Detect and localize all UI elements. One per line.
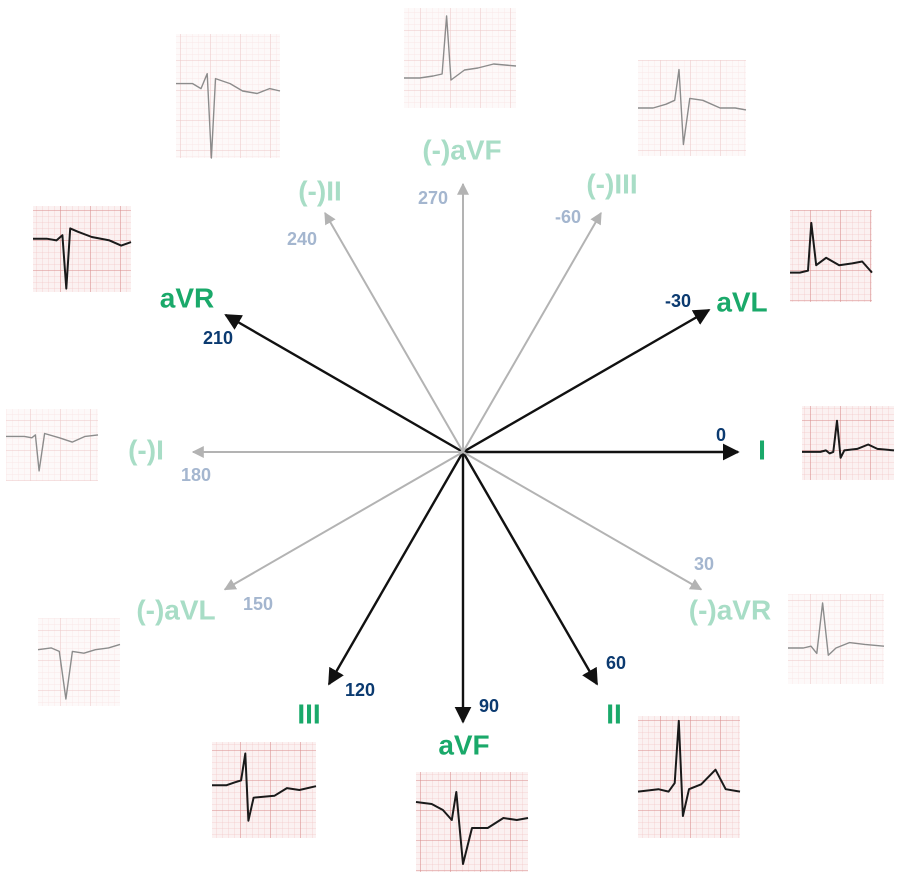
ecg-strip-aVF (415, 772, 529, 872)
ecg-grid (33, 206, 131, 292)
ecg-grid (638, 716, 740, 838)
lead-labels: I 0 II 60 III 120 aVF 90 aVL -30 aVR 210 (-)I 180 (-)I… (128, 134, 771, 760)
degree-label-neg-aVF: 270 (418, 188, 448, 208)
lead-name-III: III (297, 698, 320, 729)
ecg-grid (416, 772, 528, 872)
degree-label-neg-aVR: 30 (694, 554, 714, 574)
ecg-strip-neg-II (176, 34, 281, 159)
ecg-trace (33, 227, 132, 290)
ecg-trace (637, 719, 741, 817)
axis-arrow-neg-III (462, 211, 602, 453)
ecg-strip-II (637, 716, 741, 838)
lead-name-neg-aVR: (-)aVR (689, 594, 771, 625)
degree-label-III: 120 (345, 680, 375, 700)
axis-arrow-II (461, 451, 599, 686)
lead-name-aVL: aVL (716, 286, 767, 317)
ecg-strip-neg-aVL (37, 618, 121, 706)
lead-name-aVR: aVR (160, 282, 214, 313)
ecg-trace (415, 791, 529, 865)
ecg-strip-I (802, 406, 895, 480)
lead-name-aVF: aVF (438, 729, 489, 760)
ecg-strip-neg-aVR (788, 594, 885, 684)
ecg-grid (404, 8, 516, 108)
ecg-grid (788, 594, 884, 684)
axis-arrow-III (327, 451, 465, 686)
lead-name-neg-II: (-)II (298, 175, 342, 206)
ecg-strip-III (212, 742, 317, 838)
degree-label-neg-II: 240 (287, 229, 317, 249)
lead-name-neg-aVF: (-)aVF (422, 134, 501, 165)
degree-label-I: 0 (716, 425, 726, 445)
ecg-grid (6, 409, 98, 481)
axis-arrow-neg-II (324, 211, 464, 453)
lead-name-I: I (758, 434, 766, 465)
degree-label-neg-aVL: 150 (243, 594, 273, 614)
ecg-grid (176, 34, 280, 158)
ecg-grid (38, 618, 120, 706)
ecg-trace (790, 221, 873, 274)
ecg-strip-aVR (33, 206, 132, 292)
ecg-trace (788, 602, 885, 656)
ecg-trace (802, 419, 895, 459)
ecg-strip-aVL (790, 210, 873, 302)
ecg-grid (802, 406, 894, 480)
lead-name-neg-III: (-)III (586, 168, 637, 199)
ecg-grid (790, 210, 872, 302)
ecg-strip-neg-I (6, 409, 99, 481)
degree-label-neg-I: 180 (181, 465, 211, 485)
ecg-trace (404, 15, 517, 81)
degree-label-aVF: 90 (479, 696, 499, 716)
lead-axes (191, 182, 740, 724)
axis-arrow-aVR (224, 313, 464, 454)
ecg-strips (6, 8, 895, 872)
ecg-trace (638, 68, 747, 146)
lead-name-neg-I: (-)I (128, 434, 164, 465)
axis-arrow-neg-aVR (462, 451, 703, 591)
axis-arrow-neg-aVL (223, 451, 464, 591)
degree-label-neg-III: -60 (555, 207, 581, 227)
degree-label-aVR: 210 (203, 328, 233, 348)
axis-arrow-aVL (462, 308, 711, 454)
lead-name-II: II (606, 698, 622, 729)
ecg-trace (176, 72, 281, 159)
ecg-trace (6, 432, 99, 472)
lead-name-neg-aVL: (-)aVL (136, 594, 215, 625)
degree-label-aVL: -30 (665, 291, 691, 311)
ecg-strip-neg-aVF (404, 8, 517, 108)
ecg-trace (212, 752, 317, 822)
ecg-trace (37, 643, 121, 700)
ecg-strip-neg-III (638, 60, 747, 156)
degree-label-II: 60 (606, 653, 626, 673)
